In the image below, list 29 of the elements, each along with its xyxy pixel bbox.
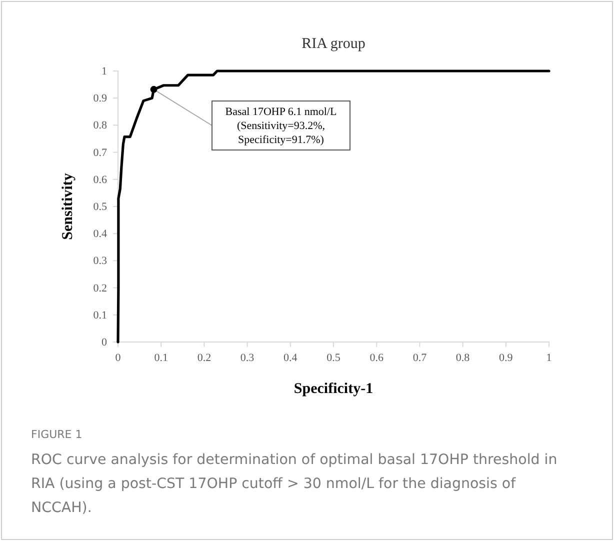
y-tick-label: 1: [102, 66, 107, 78]
y-tick-label: 0.7: [93, 146, 108, 159]
x-tick-label: 0: [115, 352, 122, 364]
y-tick-label: 0.9: [93, 92, 108, 105]
x-tick-label: 0.5: [326, 352, 341, 364]
y-tick-label: 0.5: [93, 201, 108, 214]
caption: FIGURE 1: [31, 428, 82, 441]
x-tick-label: 0.2: [197, 352, 212, 364]
x-tick-label: 0.8: [456, 352, 470, 364]
y-tick-label: 0.8: [93, 120, 108, 132]
line-series: [116, 70, 550, 344]
x-tick-label: 0.4: [284, 352, 298, 364]
y-tick-label: 0.4: [93, 228, 108, 240]
x-axis-title: Specificity-1: [294, 381, 374, 397]
x-tick-label: 0.3: [240, 352, 255, 364]
x-tick-label: 1: [546, 352, 552, 364]
y-tick-label: 0.2: [93, 282, 107, 294]
x-tick-label: 0.1: [154, 352, 168, 364]
x-tick-label: 0.6: [370, 352, 384, 364]
x-tick-label: 0.7: [412, 352, 428, 364]
y-tick-label: 0.1: [93, 309, 107, 322]
y-tick-label: 0: [102, 336, 108, 349]
chart-title: RIA group: [302, 36, 366, 52]
y-tick-label: 0.3: [93, 255, 108, 268]
y-axis-title: Sensitivity: [60, 172, 76, 240]
x-tick-label: 0.9: [499, 352, 514, 364]
text: ROC curve analysis for determination of optimal basal 17OHP threshold in RIA (using a post-CST 17OHP cutoff > 30 nmol/L for the diagnosis of NCCAH).: [31, 452, 558, 516]
y-tick-label: 0.6: [93, 174, 108, 186]
annotation: Basal 17OHP 6.1 nmol/L (Sensitivity=93.2%, Specificity=91.7%): [225, 106, 337, 146]
